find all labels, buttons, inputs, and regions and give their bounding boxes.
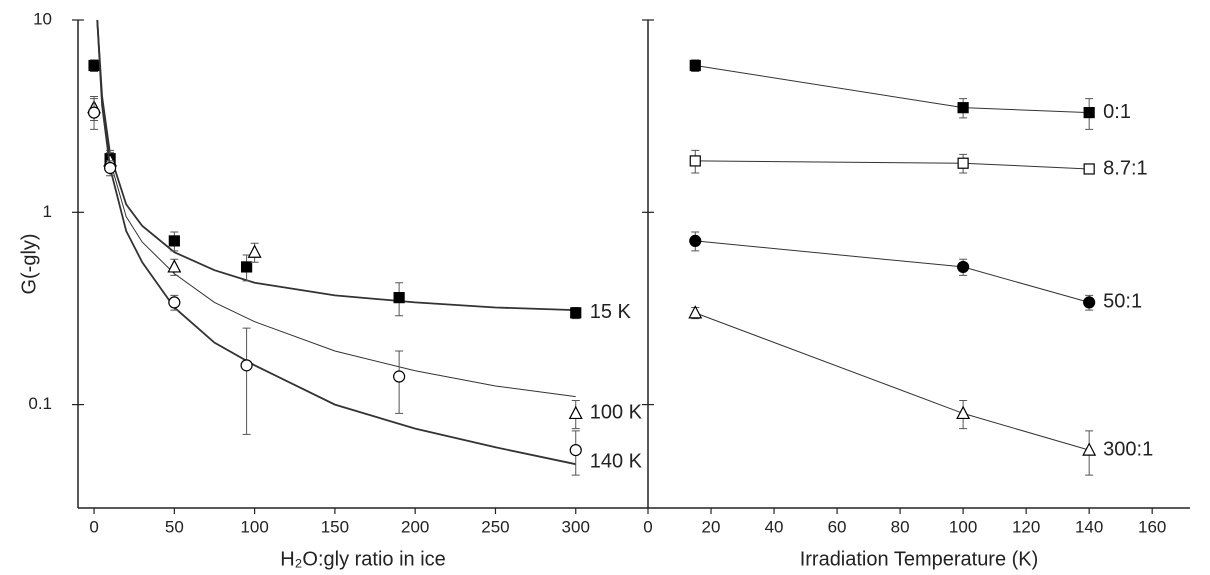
marker — [689, 234, 702, 248]
series-line — [695, 312, 1090, 451]
x-tick-label: 0 — [89, 517, 98, 536]
marker — [1083, 163, 1095, 175]
x-tick-label: 250 — [481, 517, 509, 536]
x-tick-label: 20 — [702, 517, 721, 536]
y-tick-label: 10 — [33, 9, 52, 28]
marker — [393, 292, 405, 304]
fit-curve — [96, 19, 576, 312]
error-bar — [242, 327, 251, 435]
x-tick-label: 140 — [1075, 517, 1103, 536]
y-tick-label: 1 — [43, 202, 52, 221]
marker — [87, 106, 101, 119]
series-line — [695, 240, 1090, 303]
marker — [168, 296, 181, 309]
series-label: 100 K — [590, 402, 643, 424]
x-tick-label: 200 — [401, 517, 429, 536]
marker — [168, 235, 180, 247]
series-label: 15 K — [590, 301, 632, 323]
marker — [1082, 442, 1097, 456]
x-tick-label: 0 — [643, 517, 652, 536]
x-tick-label: 40 — [765, 517, 784, 536]
y-axis-label: G(-gly) — [18, 233, 40, 294]
fit-curve — [96, 19, 576, 466]
marker — [247, 244, 262, 258]
x-tick-label: 50 — [165, 517, 184, 536]
series-label: 0:1 — [1103, 101, 1131, 123]
x-tick-label: 60 — [828, 517, 847, 536]
marker — [957, 157, 969, 169]
x-tick-label: 80 — [891, 517, 910, 536]
marker — [240, 359, 253, 372]
marker — [956, 405, 971, 420]
x-axis-label: H₂O:gly ratio in ice — [280, 548, 446, 570]
marker — [689, 59, 701, 72]
x-tick-label: 160 — [1138, 517, 1166, 536]
marker — [570, 307, 582, 319]
series-label: 50:1 — [1103, 291, 1142, 313]
marker — [104, 161, 117, 175]
x-tick-label: 150 — [321, 517, 349, 536]
series-label: 300:1 — [1103, 438, 1153, 460]
marker — [688, 305, 703, 319]
marker — [1083, 296, 1096, 309]
x-tick-label: 100 — [240, 517, 268, 536]
marker — [569, 444, 582, 457]
series-line — [695, 160, 1090, 170]
fit-curve — [96, 19, 576, 398]
marker — [240, 261, 253, 273]
marker — [568, 405, 583, 420]
marker — [689, 155, 701, 167]
marker — [957, 260, 970, 274]
marker — [1083, 106, 1095, 119]
series-label: 140 K — [590, 450, 643, 472]
x-axis-label: Irradiation Temperature (K) — [800, 548, 1039, 570]
x-tick-label: 300 — [562, 517, 590, 536]
series-line — [695, 65, 1090, 114]
x-tick-label: 120 — [1012, 517, 1040, 536]
marker — [393, 370, 406, 383]
series-label: 8.7:1 — [1103, 157, 1147, 179]
marker — [957, 102, 969, 114]
marker — [167, 259, 182, 273]
marker — [88, 59, 100, 72]
x-tick-label: 100 — [949, 517, 977, 536]
y-tick-label: 0.1 — [28, 394, 52, 413]
